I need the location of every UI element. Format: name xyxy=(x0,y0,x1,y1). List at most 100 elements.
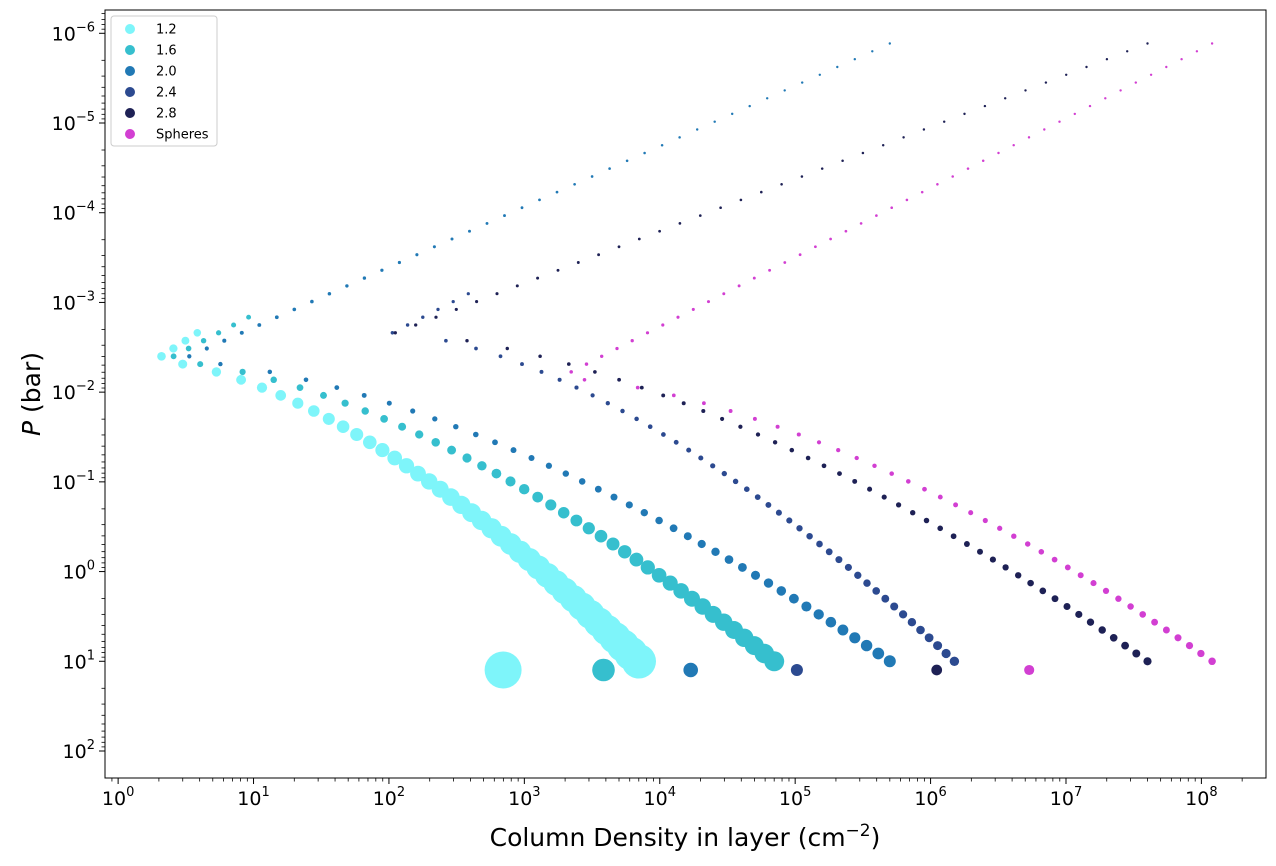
data-point xyxy=(345,284,349,288)
data-point xyxy=(415,253,419,257)
data-point xyxy=(484,651,522,689)
series-2.4 xyxy=(390,292,960,677)
data-point xyxy=(683,532,692,541)
data-point xyxy=(562,470,570,477)
data-point xyxy=(859,222,863,225)
series-Spheres xyxy=(569,42,1216,676)
data-point xyxy=(635,385,640,390)
data-point xyxy=(1044,81,1048,84)
data-point xyxy=(889,471,894,476)
data-point xyxy=(1064,564,1071,571)
data-point xyxy=(341,399,349,407)
data-point xyxy=(431,438,440,447)
data-point xyxy=(492,439,498,446)
x-tick-label: 102 xyxy=(373,785,405,810)
data-point xyxy=(883,655,896,668)
data-point xyxy=(1073,112,1077,116)
data-point xyxy=(405,323,410,327)
data-point xyxy=(702,401,706,406)
data-point xyxy=(1012,143,1015,147)
data-point xyxy=(1149,73,1153,77)
data-point xyxy=(890,602,899,611)
x-tick-label: 100 xyxy=(102,785,134,810)
legend-marker xyxy=(125,108,135,118)
y-tick-label: 101 xyxy=(63,648,95,673)
data-point xyxy=(871,50,874,53)
data-point xyxy=(538,198,541,202)
data-point xyxy=(495,292,499,296)
data-point xyxy=(888,42,891,45)
data-point xyxy=(697,539,706,549)
data-point xyxy=(532,491,544,503)
data-point xyxy=(852,478,858,484)
data-point xyxy=(728,409,733,413)
data-point xyxy=(968,510,974,516)
data-point xyxy=(390,331,395,335)
data-point xyxy=(963,112,966,116)
x-tick-label: 107 xyxy=(1050,785,1082,810)
data-point xyxy=(637,237,641,241)
data-point xyxy=(981,159,985,163)
data-point xyxy=(590,393,595,398)
data-point xyxy=(215,330,222,336)
data-point xyxy=(783,89,786,92)
data-point xyxy=(204,346,209,351)
data-point xyxy=(398,458,415,474)
data-point xyxy=(515,284,519,288)
data-point xyxy=(292,307,297,312)
data-point xyxy=(1127,603,1134,610)
data-point xyxy=(1086,618,1095,626)
data-point xyxy=(617,245,621,249)
data-point xyxy=(698,455,704,461)
data-point xyxy=(592,658,615,682)
data-point xyxy=(898,610,908,619)
data-point xyxy=(983,104,987,108)
data-point xyxy=(536,276,540,280)
legend-label: Spheres xyxy=(156,128,209,143)
data-point xyxy=(606,537,620,551)
data-point xyxy=(949,656,960,667)
data-point xyxy=(528,454,535,462)
data-point xyxy=(639,385,644,390)
data-point xyxy=(1003,97,1007,100)
data-point xyxy=(942,120,946,123)
data-point xyxy=(350,427,364,442)
data-point xyxy=(600,354,604,358)
data-point xyxy=(732,478,739,485)
data-point xyxy=(466,292,470,296)
data-point xyxy=(197,361,204,368)
data-point xyxy=(683,662,698,678)
data-point xyxy=(721,470,727,477)
data-point xyxy=(181,336,190,345)
data-point xyxy=(386,400,392,406)
legend: 1.2 1.6 2.0 2.4 2.8 Spheres xyxy=(110,15,218,147)
y-tick-label: 10−5 xyxy=(52,110,95,135)
data-point xyxy=(187,354,192,359)
data-point xyxy=(796,525,803,532)
data-point xyxy=(863,579,871,587)
axis-ticks xyxy=(99,12,1243,784)
data-point xyxy=(875,214,878,217)
data-point xyxy=(676,315,680,319)
data-point xyxy=(661,432,666,437)
data-point xyxy=(557,506,570,519)
data-point xyxy=(821,463,827,469)
data-point xyxy=(750,570,761,580)
y-tick-label: 10−1 xyxy=(52,469,95,494)
data-point xyxy=(640,560,655,575)
data-point xyxy=(617,545,632,559)
data-point xyxy=(872,587,881,595)
data-point xyxy=(1143,657,1152,666)
data-point xyxy=(752,416,757,421)
data-point xyxy=(256,382,268,393)
series-2.8 xyxy=(393,42,1152,676)
data-point xyxy=(922,486,927,492)
data-point xyxy=(1077,572,1084,579)
data-point xyxy=(1180,58,1183,61)
data-point xyxy=(743,486,750,493)
x-tick-label: 108 xyxy=(1185,785,1217,810)
data-point xyxy=(193,329,202,337)
data-point xyxy=(825,548,833,556)
data-point xyxy=(1174,634,1182,642)
data-point xyxy=(520,362,524,367)
